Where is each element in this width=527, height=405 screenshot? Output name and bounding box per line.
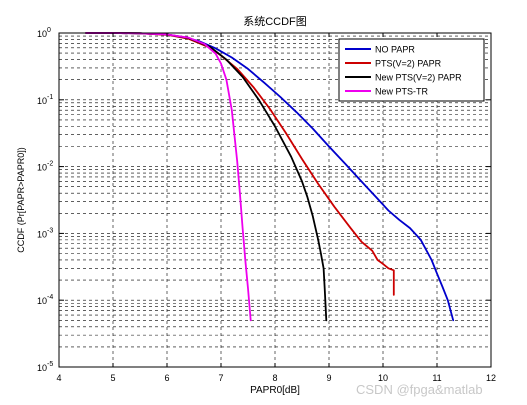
series-line-new-pts-v-2-papr <box>85 32 328 322</box>
chart-title: 系统CCDF图 <box>243 15 307 28</box>
grid-lines <box>59 33 491 367</box>
axis-ticks: 4 5 6 7 8 9 10 11 12 100 10-1 10-2 10-3 10-4 10-5 <box>37 27 496 383</box>
legend-entry: New PTS(V=2) PAPR <box>375 73 462 83</box>
y-tick-label: 100 <box>37 27 51 39</box>
legend: NO PAPR PTS(V=2) PAPR New PTS(V=2) PAPR New… <box>338 38 485 102</box>
watermark: CSDN @fpga&matlab <box>356 382 483 397</box>
legend-entry: NO PAPR <box>375 45 415 55</box>
x-tick-label: 8 <box>272 373 277 383</box>
y-tick-exponent: -3 <box>47 227 53 234</box>
y-tick-exponent: -4 <box>47 294 53 301</box>
y-tick-label: 10-4 <box>37 294 53 306</box>
y-axis-label: CCDF (Pr[PAPR>PAPR0]) <box>16 147 26 252</box>
x-tick-label: 7 <box>218 373 223 383</box>
x-tick-label: 5 <box>110 373 115 383</box>
y-tick-label: 10-1 <box>37 94 53 106</box>
x-axis-label: PAPR0[dB] <box>250 385 300 396</box>
x-tick-label: 6 <box>164 373 169 383</box>
y-tick-exponent: 0 <box>47 27 51 34</box>
x-tick-label: 10 <box>378 373 388 383</box>
y-tick-exponent: -1 <box>47 94 53 101</box>
y-tick-label: 10-5 <box>37 361 53 373</box>
x-tick-label: 4 <box>56 373 61 383</box>
series-line-new-pts-tr <box>85 32 252 322</box>
y-tick-exponent: -5 <box>47 361 53 368</box>
y-tick-label: 10-3 <box>37 227 53 239</box>
x-tick-label: 9 <box>326 373 331 383</box>
x-tick-label: 12 <box>486 373 496 383</box>
legend-entry: New PTS-TR <box>375 87 429 97</box>
y-tick-label: 10-2 <box>37 161 53 173</box>
x-tick-label: 11 <box>432 373 441 383</box>
y-tick-exponent: -2 <box>47 161 53 168</box>
legend-entry: PTS(V=2) PAPR <box>375 59 442 69</box>
